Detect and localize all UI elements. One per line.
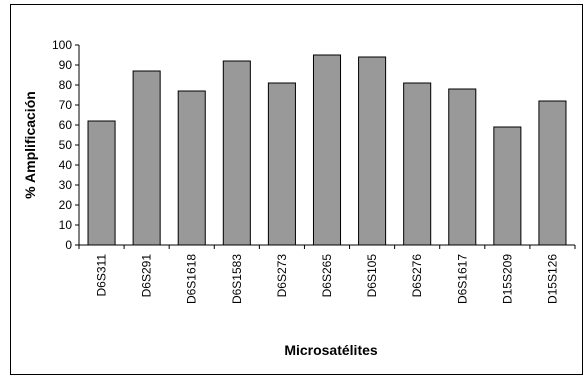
x-tick-label: D6S276 — [410, 254, 424, 298]
x-ticks: D6S311 D6S291 D6S1618 D6S1583 D6S273 D6S265 D6… — [78, 245, 576, 304]
x-axis-title: Microsatélites — [284, 342, 378, 358]
y-axis-title: % Amplificación — [22, 91, 38, 199]
x-tick-label: D6S291 — [140, 254, 154, 298]
bars — [87, 54, 567, 246]
bar-d6s265 — [312, 54, 342, 246]
y-tick-label: 40 — [59, 158, 73, 172]
x-tick-label: D6S1583 — [230, 254, 244, 304]
y-tick-label: 0 — [65, 238, 72, 252]
bar-d6s1617 — [448, 88, 477, 246]
bar-d6s276 — [403, 82, 432, 246]
y-tick-label: 80 — [59, 78, 73, 92]
y-ticks: 0 10 20 30 40 50 60 70 80 90 100 — [52, 38, 79, 252]
x-tick-label: D6S265 — [320, 254, 334, 298]
x-tick-label: D6S1617 — [455, 254, 469, 304]
y-tick-label: 50 — [59, 138, 73, 152]
x-tick-label: D6S1618 — [185, 254, 199, 304]
y-tick-label: 60 — [59, 118, 73, 132]
y-tick-label: 90 — [59, 58, 73, 72]
y-tick-label: 10 — [59, 218, 73, 232]
bar-d6s105 — [358, 56, 387, 246]
x-tick-label: D6S105 — [365, 254, 379, 298]
bar-d15s209 — [493, 126, 522, 246]
y-tick-label: 20 — [59, 198, 73, 212]
x-tick-label: D6S311 — [95, 254, 109, 297]
bar-d6s1618 — [177, 90, 206, 246]
x-tick-label: D15S126 — [545, 254, 559, 304]
bar-d15s126 — [538, 100, 567, 246]
y-tick-label: 30 — [59, 178, 73, 192]
x-tick-label: D6S273 — [275, 254, 289, 298]
y-tick-label: 100 — [52, 38, 72, 52]
plot-area: 0 10 20 30 40 50 60 70 80 90 100 D6S311 D6S291 D6S16… — [52, 38, 576, 304]
bar-d6s273 — [267, 82, 296, 246]
y-tick-label: 70 — [59, 98, 73, 112]
bar-d6s311 — [87, 120, 116, 246]
bar-d6s1583 — [222, 60, 251, 246]
bar-d6s291 — [132, 70, 161, 246]
x-tick-label: D15S209 — [500, 254, 514, 304]
